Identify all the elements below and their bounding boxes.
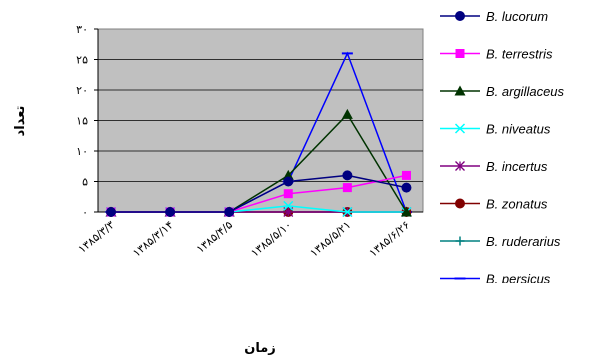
data-point (283, 176, 294, 187)
legend-item: B. ruderarius (440, 234, 561, 249)
data-point (106, 207, 116, 217)
x-tick-label: ۱۳۸۵/۳/۱۴ (130, 218, 176, 259)
grid-lines (94, 28, 423, 216)
x-tick-label: ۱۳۸۵/۵/۱۰ (248, 218, 294, 259)
legend-label: B. persicus (486, 272, 551, 287)
legend-items: B. lucorum B. terrestris B. argillaceus B. … (440, 9, 565, 287)
data-point (455, 161, 465, 171)
legend-item: B. persicus (440, 272, 551, 287)
x-axis-title: زمان (244, 341, 276, 356)
data-point (454, 123, 466, 134)
x-tick-label: ۱۳۸۵/۶/۲۶ (367, 218, 413, 259)
data-point (341, 108, 353, 119)
y-axis-title: تعداد (13, 106, 28, 137)
series-lines (105, 51, 412, 218)
data-point (342, 183, 352, 193)
series-b-lucorum (106, 170, 412, 217)
y-tick-label: ۱۵ (76, 115, 88, 128)
x-tick-label: ۱۳۸۵/۵/۲۱ (308, 218, 354, 259)
y-tick-label: ۲۵ (76, 54, 88, 67)
y-tick-label: ۰ (82, 206, 88, 219)
legend-label: B. lucorum (486, 9, 548, 24)
legend-item: B. incertus (440, 159, 548, 174)
x-tick-label: ۱۳۸۵/۳/۳ (76, 218, 117, 256)
data-point (455, 236, 465, 246)
legend-label: B. argillaceus (486, 84, 565, 99)
marker-stroke (283, 200, 294, 211)
data-point (454, 85, 466, 96)
marker-stroke (342, 206, 353, 218)
x-tick-labels: ۱۳۸۵/۳/۳ ۱۳۸۵/۳/۱۴ ۱۳۸۵/۴/۵ ۱۳۸۵/۵/۱۰ ۱۳۸۵/۵… (76, 218, 413, 259)
data-point (224, 207, 235, 217)
data-point (455, 11, 465, 21)
legend-item: B. zonatus (440, 197, 548, 212)
legend-label: B. ruderarius (486, 234, 561, 249)
legend-item: B. argillaceus (440, 84, 565, 99)
y-tick-label: ۲۰ (76, 84, 88, 97)
legend-label: B. incertus (486, 159, 548, 174)
data-point (401, 182, 412, 193)
legend-label: B. niveatus (486, 122, 551, 137)
x-tick-label: ۱۳۸۵/۴/۵ (194, 218, 235, 256)
legend-label: B. terrestris (486, 47, 553, 62)
data-point (342, 170, 353, 181)
data-point (400, 206, 412, 217)
legend-item: B. lucorum (440, 9, 548, 24)
legend-item: B. terrestris (440, 47, 553, 62)
legend-item: B. niveatus (440, 122, 551, 137)
data-point (455, 49, 465, 58)
y-tick-label: ۳۰ (76, 23, 88, 36)
y-tick-label: ۱۰ (76, 145, 88, 158)
series-line (111, 174, 407, 213)
data-point (455, 198, 465, 209)
y-tick-label: ۵ (82, 176, 88, 189)
marker-stroke (454, 123, 466, 134)
data-point (283, 200, 294, 211)
data-point (342, 206, 353, 218)
legend-label: B. zonatus (486, 197, 548, 212)
data-point (283, 189, 293, 199)
data-point (401, 170, 411, 180)
legend: B. lucorum B. terrestris B. argillaceus B. … (440, 9, 565, 287)
data-point (165, 207, 176, 217)
y-tick-labels: ۰ ۵ ۱۰ ۱۵ ۲۰ ۲۵ ۳۰ (76, 23, 88, 219)
